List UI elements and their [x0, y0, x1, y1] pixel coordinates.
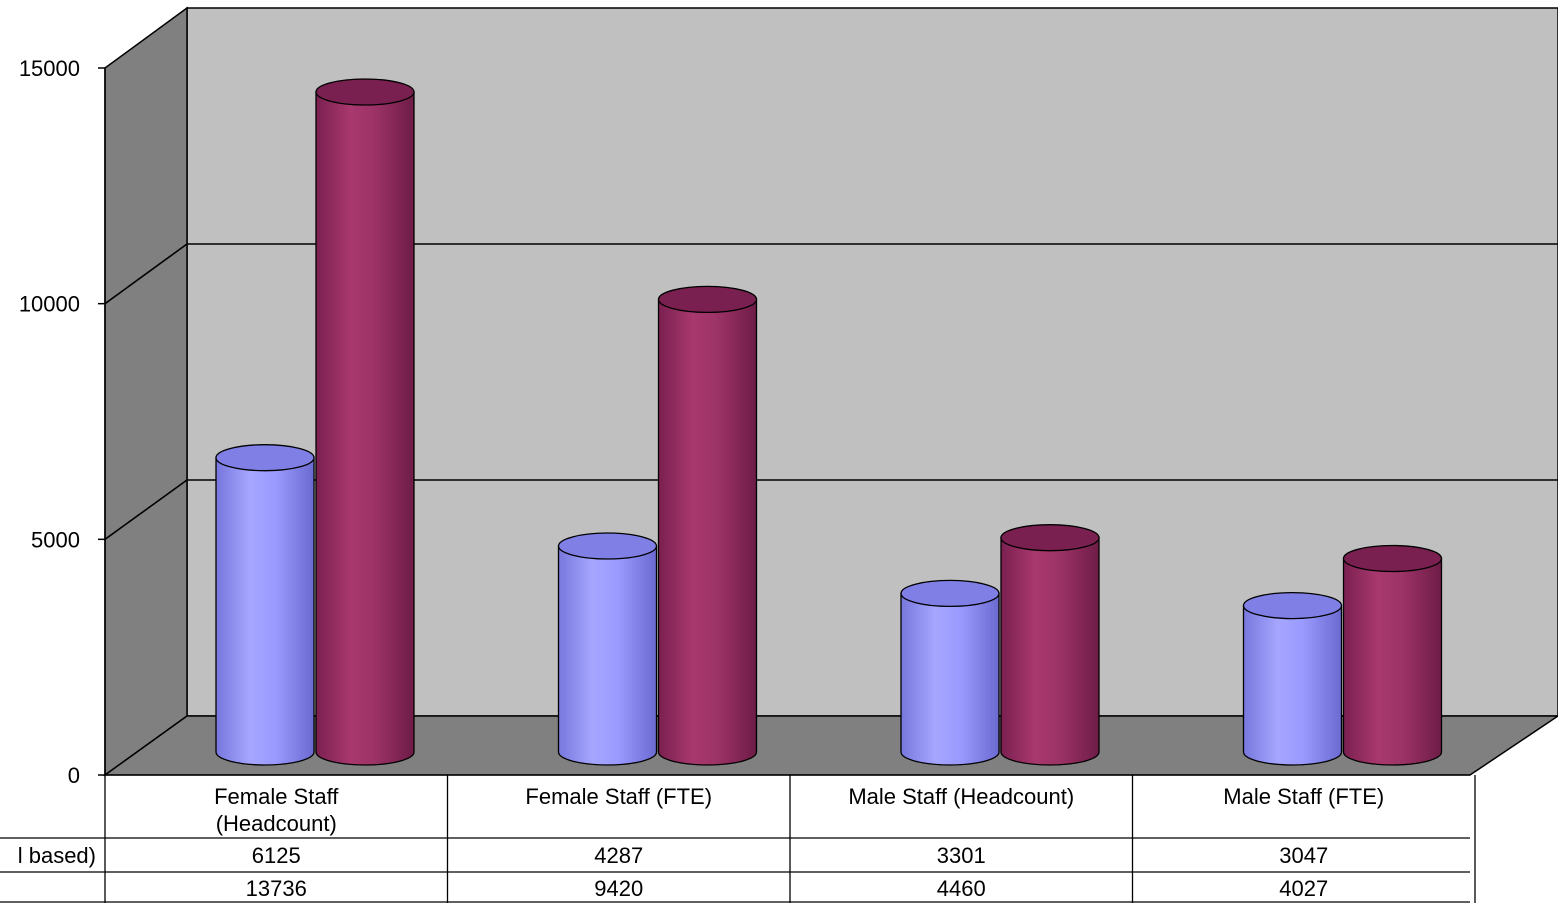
bar-1-1: [657, 285, 758, 766]
bar-top: [1000, 524, 1100, 552]
bar-top: [1242, 591, 1343, 620]
data-label-0-2: 3301: [937, 843, 986, 868]
bar-1-2: [1000, 524, 1100, 766]
bars: [215, 78, 1443, 766]
category-label-line: Male Staff (Headcount): [848, 784, 1074, 809]
data-label-0-1: 4287: [594, 843, 643, 868]
category-label-line: Male Staff (FTE): [1223, 784, 1384, 809]
data-table: Female Staff (Headcount) Female Staff (FTE…: [0, 774, 1476, 903]
y-tick-label-1: 5000: [31, 527, 80, 552]
gridlines: [104, 243, 1558, 540]
bar-top: [657, 285, 758, 314]
bar-top: [900, 579, 1000, 608]
data-label-0-3: 3047: [1279, 843, 1328, 868]
bar-0-1: [557, 532, 658, 766]
data-label-1-2: 4460: [937, 876, 986, 901]
bar-body: [215, 457, 315, 766]
side-gridline-1: [104, 479, 188, 540]
side-wall: [104, 6, 188, 777]
bar-body: [1000, 537, 1100, 766]
data-label-0-0: 6125: [252, 843, 301, 868]
series-label-0: l based): [18, 843, 96, 868]
bar-body: [1242, 604, 1343, 766]
bar-1-3: [1342, 544, 1443, 766]
bar-body: [657, 298, 758, 766]
bar-top: [215, 444, 315, 472]
y-tick-label-2: 10000: [19, 292, 80, 317]
category-label-1: Female Staff (FTE): [525, 784, 712, 809]
category-label-line: Female Staff: [214, 784, 339, 809]
bar-top: [557, 532, 658, 560]
category-label-2: Male Staff (Headcount): [848, 784, 1074, 809]
bar-0-3: [1242, 591, 1343, 766]
bar-body: [315, 91, 415, 766]
y-axis: 0 5000 10000 15000: [19, 56, 106, 788]
category-label-0: Female Staff (Headcount): [214, 784, 339, 836]
bar-top: [315, 78, 415, 106]
bar-body: [557, 545, 658, 766]
data-label-1-3: 4027: [1279, 876, 1328, 901]
bar-1-0: [315, 78, 415, 766]
bar-0-2: [900, 579, 1000, 766]
category-label-3: Male Staff (FTE): [1223, 784, 1384, 809]
category-label-line: (Headcount): [216, 811, 337, 836]
bar-body: [1342, 557, 1443, 766]
bar-top: [1342, 544, 1443, 573]
bar-body: [900, 592, 1000, 766]
side-gridline-2: [104, 243, 188, 305]
data-label-1-0: 13736: [246, 876, 307, 901]
y-tick-label-0: 0: [68, 763, 80, 788]
category-label-line: Female Staff (FTE): [525, 784, 712, 809]
y-tick-label-3: 15000: [19, 56, 80, 81]
bar-0-0: [215, 444, 315, 766]
data-label-1-1: 9420: [594, 876, 643, 901]
